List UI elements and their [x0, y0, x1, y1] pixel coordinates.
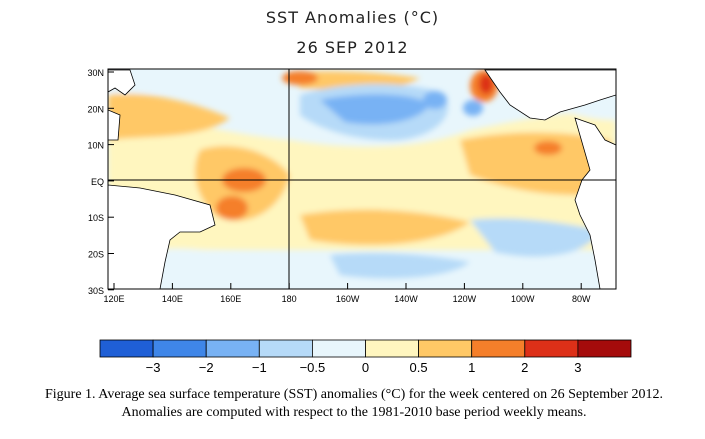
- australia-new-guinea: [108, 184, 216, 289]
- colorbar-swatch: [577, 339, 632, 358]
- lon-label: 120W: [453, 294, 477, 304]
- longitude-axis: 120E 140E 160E 180 160W 140W 120W 100W 80W: [103, 283, 591, 304]
- asia-coast: [108, 69, 136, 96]
- lon-label: 80W: [572, 294, 591, 304]
- lat-label: 20S: [88, 250, 104, 260]
- colorbar: −3 −2 −1 −0.5 0 0.5 1 2 3: [99, 339, 632, 375]
- colorbar-swatch: [365, 339, 419, 358]
- north-america: [484, 69, 616, 121]
- lon-label: 180: [282, 294, 297, 304]
- lon-label: 120E: [103, 294, 124, 304]
- lat-label: EQ: [91, 177, 104, 187]
- land-masses: [108, 69, 616, 289]
- colorbar-swatch: [258, 339, 313, 358]
- colorbar-label: −3: [146, 360, 161, 375]
- lat-label: 10N: [87, 141, 104, 151]
- colorbar-swatch: [418, 339, 473, 358]
- sst-anomaly-map: 30N 20N 10N EQ 10S 20S 30S 120E 140E 160E 180 160W…: [87, 68, 632, 375]
- colorbar-swatch: [524, 339, 579, 358]
- colorbar-label: 3: [574, 360, 581, 375]
- colorbar-label: 2: [521, 360, 528, 375]
- map-date: 26 SEP 2012: [296, 38, 409, 57]
- colorbar-swatch: [311, 339, 366, 358]
- figure-caption: Figure 1. Average sea surface temperatur…: [44, 387, 663, 420]
- colorbar-label: 0: [362, 360, 369, 375]
- colorbar-swatch: [99, 339, 154, 358]
- lat-label: 30S: [88, 286, 104, 296]
- lon-label: 160E: [220, 294, 241, 304]
- map-title: SST Anomalies (°C): [265, 8, 440, 27]
- philippines: [108, 109, 121, 141]
- colorbar-swatch: [152, 339, 207, 358]
- colorbar-swatch: [471, 339, 526, 358]
- colorbar-label: −2: [199, 360, 214, 375]
- plot-frame: [107, 68, 617, 290]
- colorbar-label: −1: [252, 360, 267, 375]
- colorbar-label: −0.5: [300, 360, 326, 375]
- colorbar-label: 1: [468, 360, 475, 375]
- colorbar-label: 0.5: [410, 360, 428, 375]
- colorbar-swatch: [205, 339, 260, 358]
- lon-label: 100W: [511, 294, 535, 304]
- lat-label: 10S: [88, 213, 104, 223]
- lon-label: 140E: [162, 294, 183, 304]
- lon-label: 160W: [336, 294, 360, 304]
- lat-label: 20N: [87, 104, 104, 114]
- latitude-axis: 30N 20N 10N EQ 10S 20S 30S: [87, 68, 114, 296]
- lon-label: 140W: [394, 294, 418, 304]
- lat-label: 30N: [87, 68, 104, 78]
